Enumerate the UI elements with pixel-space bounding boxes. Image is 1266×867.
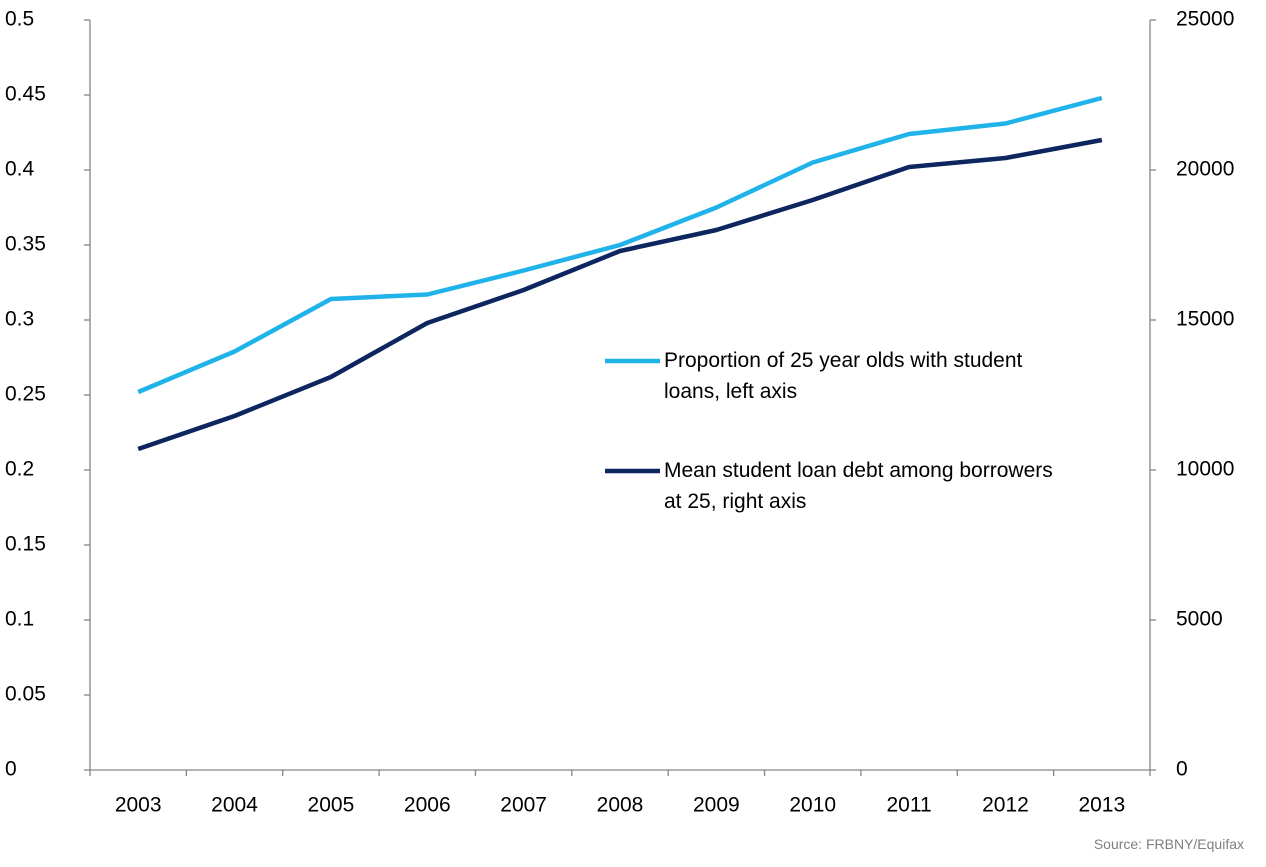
y-tick-label: 0 [5,758,17,781]
y2-tick-label: 5000 [1176,608,1223,631]
legend-label: Proportion of 25 year olds with student … [664,349,1023,403]
x-tick-label: 2010 [789,794,836,817]
x-tick-label: 2012 [982,794,1029,817]
y2-tick-label: 0 [1176,758,1188,781]
y-tick-label: 0.45 [5,83,46,106]
legend-label: Mean student loan debt among borrowers a… [664,459,1053,513]
x-tick-label: 2004 [211,794,258,817]
x-tick-label: 2011 [887,794,932,817]
y-tick-label: 0.25 [5,383,46,406]
x-tick-label: 2005 [308,794,355,817]
y-tick-label: 0.5 [5,8,34,31]
source-note: Source: FRBNY/Equifax [1093,836,1244,852]
y-tick-label: 0.05 [5,683,46,706]
y-tick-label: 0.15 [5,533,46,556]
y2-tick-label: 10000 [1176,458,1234,481]
x-tick-label: 2003 [115,794,162,817]
y-tick-label: 0.2 [5,458,34,481]
series-line [137,95,1103,395]
x-tick-label: 2013 [1078,794,1125,817]
y2-tick-label: 15000 [1176,308,1234,331]
y-tick-label: 0.3 [5,308,34,331]
x-tick-label: 2009 [693,794,740,817]
y2-tick-label: 20000 [1176,158,1234,181]
series-line [137,137,1103,452]
y-tick-label: 0.35 [5,233,46,256]
y2-tick-label: 25000 [1176,8,1234,31]
x-tick-label: 2007 [500,794,547,817]
x-tick-label: 2006 [404,794,451,817]
y-tick-label: 0.4 [5,158,35,181]
x-tick-label: 2008 [597,794,644,817]
y-tick-label: 0.1 [5,608,34,631]
